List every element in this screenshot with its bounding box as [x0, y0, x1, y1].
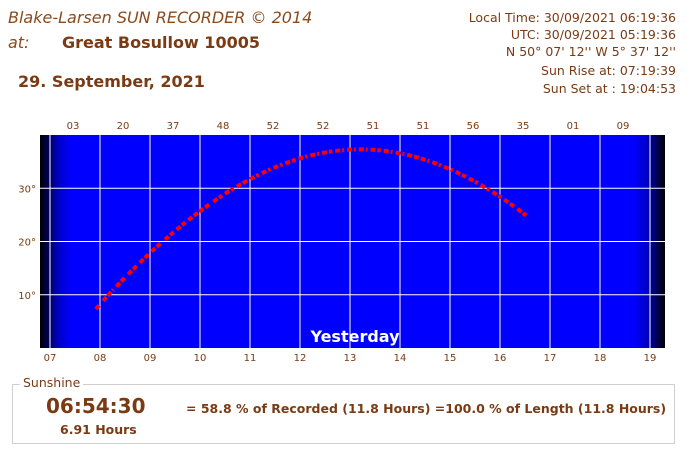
- x-tick-label: 09: [144, 353, 157, 364]
- sunshine-segment: [431, 160, 442, 168]
- x-tick-label: 08: [94, 353, 107, 364]
- top-label: 37: [167, 121, 180, 132]
- sunshine-duration: 06:54:30: [46, 394, 146, 418]
- sunshine-segment: [467, 176, 479, 185]
- app-title: Blake-Larsen SUN RECORDER © 2014: [8, 8, 313, 27]
- top-label: 35: [517, 121, 530, 132]
- sunshine-segment: [395, 150, 405, 157]
- sunshine-segment: [479, 183, 491, 192]
- sunshine-panel: [12, 384, 675, 444]
- sunshine-segment: [187, 201, 212, 222]
- sunshine-segment: [212, 193, 224, 204]
- sunshine-segment: [114, 275, 127, 288]
- sunshine-segment: [335, 148, 345, 153]
- sunshine-segment: [249, 172, 260, 181]
- y-tick-label: 20°: [18, 238, 36, 249]
- sunshine-legend: Sunshine: [20, 375, 84, 390]
- sunshine-segment: [503, 197, 516, 209]
- sunshine-segment: [491, 190, 503, 200]
- top-label: 52: [267, 121, 280, 132]
- sunshine-segment: [516, 207, 528, 218]
- coordinates: N 50° 07' 12'' W 5° 37' 12'': [505, 44, 676, 59]
- sun-set-time: Sun Set at : 19:04:53: [542, 81, 676, 96]
- sunshine-segment: [406, 152, 430, 164]
- y-tick-label: 30°: [18, 184, 36, 195]
- top-label: 51: [367, 121, 380, 132]
- top-label: 51: [417, 121, 430, 132]
- sunshine-summary: = 58.8 % of Recorded (11.8 Hours) =100.0…: [186, 401, 667, 416]
- sunshine-segment: [321, 149, 333, 155]
- x-tick-label: 07: [44, 353, 57, 364]
- top-label: 20: [117, 121, 130, 132]
- top-label: 01: [567, 121, 580, 132]
- x-tick-label: 14: [394, 353, 407, 364]
- x-tick-label: 16: [494, 353, 507, 364]
- top-label: 52: [317, 121, 330, 132]
- sun-elevation-chart: 07 08 09 10 11 12 13 14 15 16 17 18 19 10° 20° 30° 03 20 3…: [18, 121, 665, 364]
- sunshine-segment: [297, 154, 308, 161]
- location-prefix: at:: [8, 33, 30, 52]
- sunshine-segment: [94, 302, 102, 311]
- sunshine-segment: [163, 230, 175, 242]
- sunshine-segment: [101, 288, 115, 303]
- y-tick-label: 10°: [18, 291, 36, 302]
- sunshine-segment: [126, 264, 139, 276]
- x-tick-label: 15: [444, 353, 457, 364]
- x-tick-label: 17: [544, 353, 557, 364]
- sunshine-segment: [260, 167, 272, 176]
- local-time: Local Time: 30/09/2021 06:19:36: [468, 10, 676, 25]
- x-tick-label: 12: [294, 353, 307, 364]
- sunshine-segment: [138, 252, 151, 265]
- x-tick-label: 11: [244, 353, 257, 364]
- top-label: 03: [67, 121, 80, 132]
- sunshine-segment: [284, 157, 297, 166]
- x-tick-label: 18: [594, 353, 607, 364]
- sunshine-segment: [272, 162, 284, 170]
- sunshine-segment: [223, 186, 235, 196]
- sunshine-segment: [443, 164, 454, 173]
- sunshine-hours: 6.91 Hours: [60, 422, 137, 437]
- location-name: Great Bosullow 10005: [62, 33, 260, 52]
- top-label: 09: [617, 121, 630, 132]
- sunshine-segment: [150, 240, 164, 254]
- yesterday-annotation: Yesterday: [309, 327, 400, 346]
- sunshine-segment: [309, 151, 320, 158]
- x-tick-label: 13: [344, 353, 357, 364]
- sunshine-segment: [383, 148, 393, 154]
- x-tick-label: 10: [194, 353, 207, 364]
- sunshine-segment: [175, 220, 187, 232]
- x-tick-label: 19: [644, 353, 657, 364]
- sunshine-segment: [454, 169, 467, 179]
- sunshine-segment: [370, 147, 381, 153]
- top-label: 56: [467, 121, 480, 132]
- sunshine-segment: [235, 178, 249, 189]
- chart-date: 29. September, 2021: [18, 72, 205, 91]
- top-label: 48: [217, 121, 230, 132]
- sun-rise-time: Sun Rise at: 07:19:39: [541, 63, 676, 78]
- utc-time: UTC: 30/09/2021 05:19:36: [510, 27, 676, 42]
